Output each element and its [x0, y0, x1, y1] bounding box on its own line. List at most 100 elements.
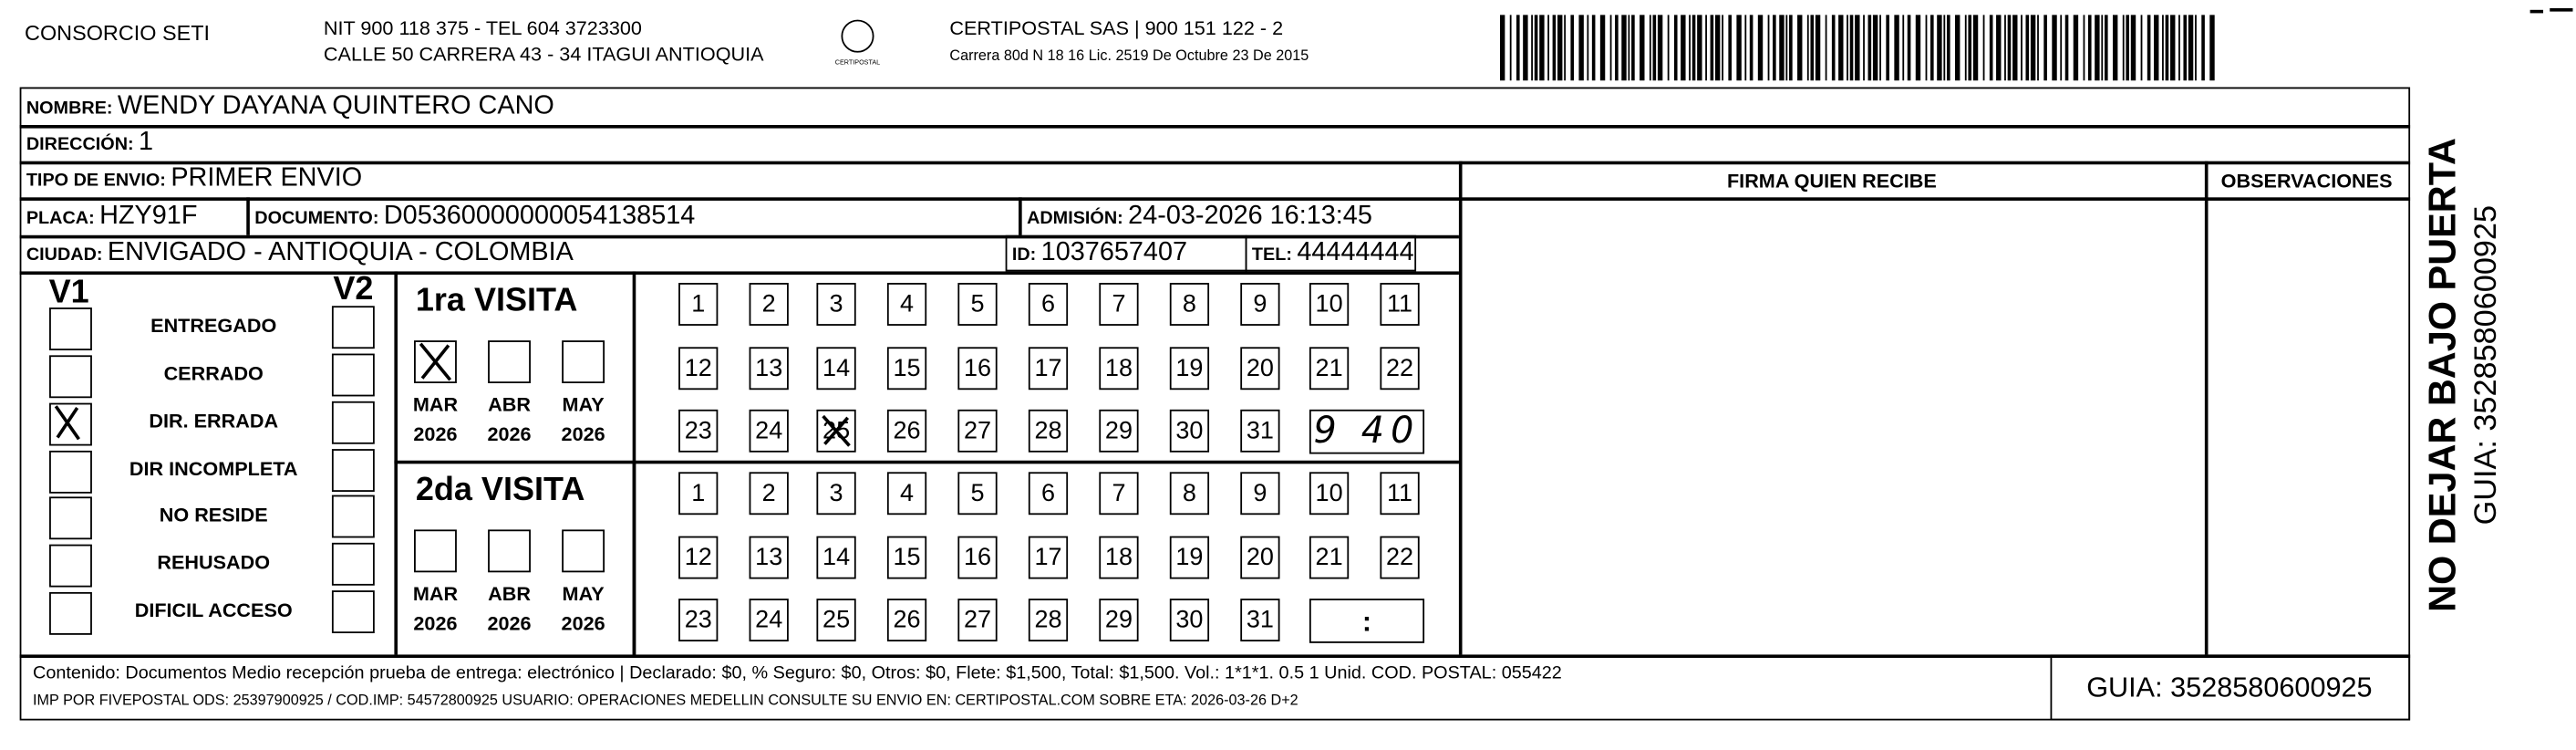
- bar-line: [2201, 15, 2205, 81]
- day-number: 17: [1034, 542, 1062, 571]
- bar-line: [1779, 15, 1785, 81]
- bar-line: [1849, 15, 1854, 81]
- status-option: DIFICIL ACCESO: [134, 599, 293, 622]
- bar-line: [1894, 15, 1899, 81]
- day-box: [957, 535, 998, 578]
- day-number: 1: [691, 290, 706, 318]
- field-tel: TEL: 44444444: [1252, 238, 1414, 267]
- field-value: 1: [139, 128, 154, 157]
- rule: [19, 197, 2411, 201]
- checkbox-v1: [49, 307, 92, 350]
- day-number: 3: [829, 479, 843, 508]
- day-number: 7: [1112, 479, 1126, 508]
- bar-line: [1937, 15, 1942, 81]
- checkbox-v2: [331, 306, 375, 349]
- day-number: 22: [1386, 353, 1414, 382]
- time: :: [1361, 606, 1372, 638]
- bar-line: [1631, 15, 1635, 81]
- bar-line: [1847, 15, 1848, 81]
- day-number: 27: [963, 416, 992, 445]
- day-number: 8: [1182, 290, 1196, 318]
- bar-line: [1996, 15, 2002, 81]
- footer-guide-box: [2050, 654, 2411, 721]
- bar-line: [2165, 15, 2169, 81]
- day-number: 12: [684, 542, 712, 571]
- day-number: 3: [829, 290, 843, 318]
- tel-box: [1245, 234, 1417, 272]
- day-number: 8: [1182, 479, 1196, 508]
- status-option: NO RESIDE: [159, 503, 268, 526]
- day-box: [957, 472, 998, 516]
- field-value: PRIMER ENVIO: [171, 164, 363, 193]
- day-box: [957, 346, 998, 390]
- bar-line: [1902, 15, 1905, 81]
- status-option: CERRADO: [163, 361, 264, 385]
- day-number: 15: [893, 542, 921, 571]
- day-box: [1099, 409, 1139, 453]
- bar-line: [1825, 15, 1827, 81]
- day-box: [1309, 346, 1350, 390]
- day-box: [1169, 346, 1210, 390]
- bar-line: [2030, 15, 2036, 81]
- footer-content: Contenido: Documentos Medio recepción pr…: [33, 663, 1562, 683]
- checkbox-v2: [331, 401, 375, 444]
- nit-line: NIT 900 118 375 - TEL 604 3723300: [323, 16, 642, 40]
- day-box: [886, 409, 927, 453]
- bar-line: [1509, 15, 1512, 81]
- status-option: DIR. ERRADA: [149, 409, 279, 433]
- day-box: [1380, 535, 1420, 578]
- checkbox-v2: [331, 449, 375, 492]
- bar-line: [1722, 15, 1723, 81]
- bar-line: [1810, 15, 1815, 81]
- day-box: [957, 283, 998, 326]
- bar-line: [1982, 15, 1985, 81]
- checkbox-v1: [49, 450, 92, 494]
- day-box: [1169, 409, 1210, 453]
- time-box: [1309, 409, 1425, 454]
- field-placa: PLACA: HZY91F: [26, 203, 198, 231]
- bar-line: [2188, 15, 2194, 81]
- day-box: [749, 599, 789, 642]
- day-box: [1309, 535, 1350, 578]
- footer-guide: GUIA: 3528580600925: [2086, 672, 2373, 703]
- rule: [1019, 197, 1021, 235]
- day-box: [749, 472, 789, 516]
- month-label: MAR: [412, 392, 459, 417]
- field-nombre: NOMBRE: WENDY DAYANA QUINTERO CANO: [26, 93, 554, 120]
- bar-line: [1652, 15, 1657, 81]
- bar-line: [1915, 15, 1921, 81]
- bar-line: [2025, 15, 2030, 81]
- day-box: [1169, 283, 1210, 326]
- bar-line: [1925, 15, 1928, 81]
- bar-line: [1689, 15, 1691, 81]
- bar-line: [1591, 15, 1596, 81]
- bar-line: [2147, 15, 2151, 81]
- rule: [19, 654, 2411, 658]
- rule: [2529, 9, 2544, 13]
- day-number: 11: [1387, 290, 1413, 318]
- day-box: [1099, 472, 1139, 516]
- bar-line: [1757, 15, 1764, 81]
- bar-line: [2083, 15, 2085, 81]
- bar-line: [1499, 15, 1505, 81]
- bar-line: [1736, 15, 1742, 81]
- field-value: 44444444: [1297, 238, 1414, 267]
- field-admision: ADMISIÓN: 24-03-2026 16:13:45: [1027, 203, 1372, 231]
- field-label: TIPO DE ENVIO:: [26, 171, 166, 192]
- bar-line: [2183, 15, 2188, 81]
- bar-line: [2060, 15, 2063, 81]
- day-number: 2: [761, 290, 776, 318]
- day-number: 29: [1104, 606, 1133, 634]
- field-value: 1037657407: [1040, 238, 1188, 267]
- month-year: 2026: [413, 611, 458, 635]
- month-label: ABR: [488, 392, 531, 417]
- day-number: 14: [822, 353, 851, 382]
- day-box: [1028, 535, 1069, 578]
- rule: [2550, 8, 2573, 11]
- day-box: [1028, 283, 1069, 326]
- signature-header: FIRMA QUIEN RECIBE: [1726, 169, 1937, 193]
- rule: [19, 124, 2411, 128]
- bar-line: [2073, 15, 2079, 81]
- field-label: ADMISIÓN:: [1027, 208, 1123, 229]
- bar-line: [1628, 15, 1630, 81]
